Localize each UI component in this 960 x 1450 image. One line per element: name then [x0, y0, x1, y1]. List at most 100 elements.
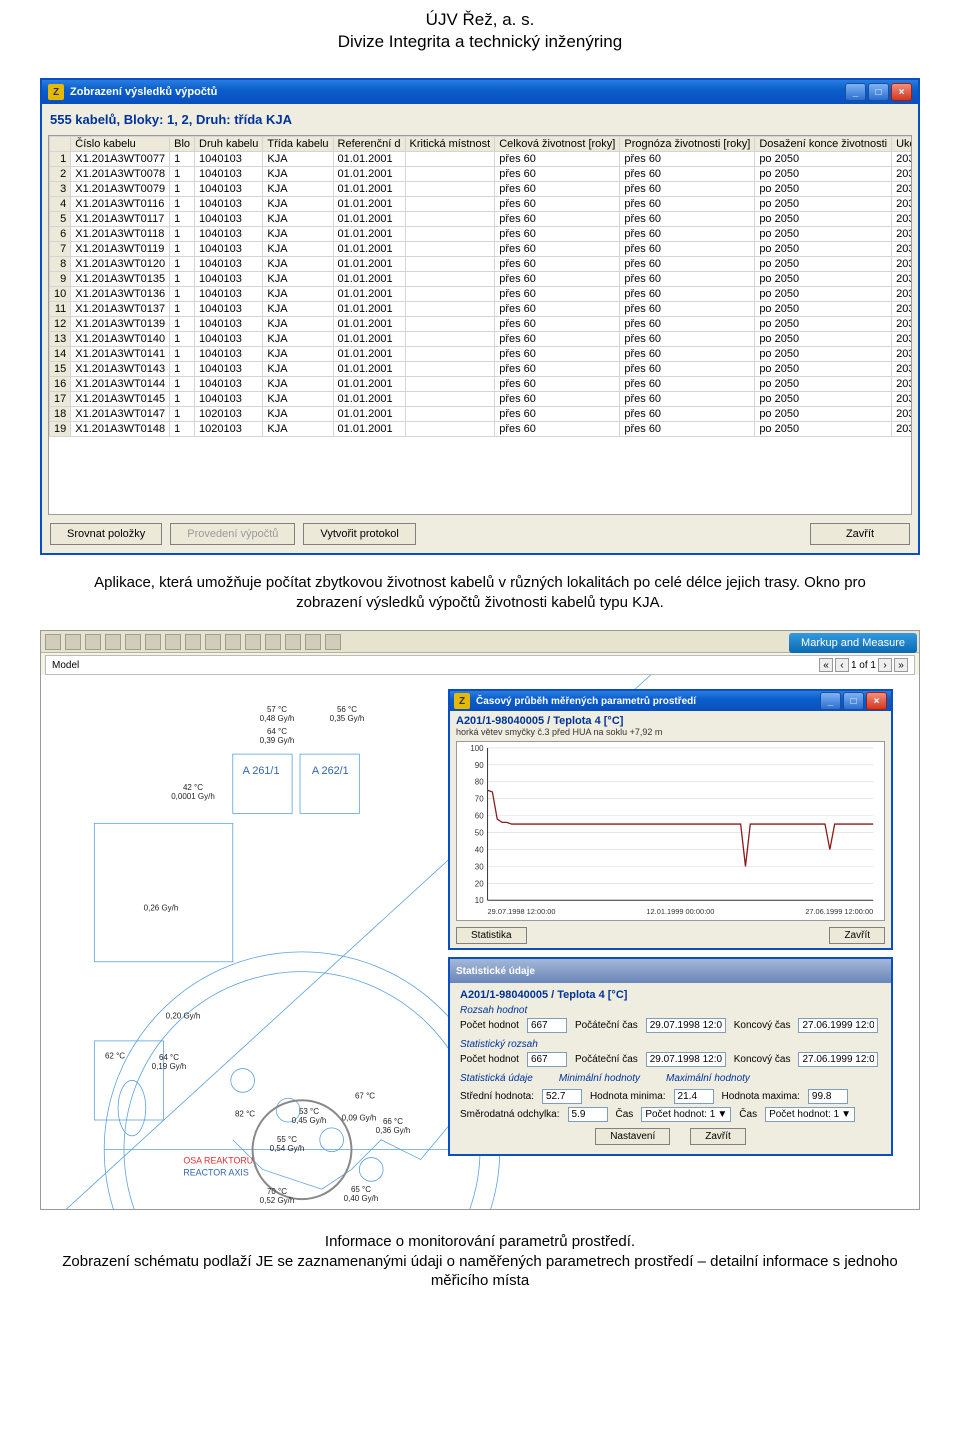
column-header[interactable]	[50, 137, 71, 152]
input-end[interactable]	[798, 1018, 878, 1033]
pager-last-icon[interactable]: »	[894, 658, 908, 672]
table-row[interactable]: 8X1.201A3WT012011040103KJA01.01.2001přes…	[50, 257, 913, 272]
results-table-scroll[interactable]: Číslo kabeluBloDruh kabeluTřída kabeluRe…	[48, 135, 912, 515]
stats-close-button[interactable]: Zavřít	[690, 1128, 746, 1145]
toolbar-icon[interactable]	[325, 634, 341, 650]
toolbar-icon[interactable]	[285, 634, 301, 650]
caption-1: Aplikace, která umožňuje počítat zbytkov…	[0, 571, 960, 630]
table-cell: 7	[50, 242, 71, 257]
pager-prev-icon[interactable]: ‹	[835, 658, 849, 672]
viewer-toolbar	[41, 631, 919, 653]
compare-button[interactable]: Srovnat položky	[50, 523, 162, 545]
pager-next-icon[interactable]: ›	[878, 658, 892, 672]
table-row[interactable]: 9X1.201A3WT013511040103KJA01.01.2001přes…	[50, 272, 913, 287]
toolbar-icon[interactable]	[65, 634, 81, 650]
table-row[interactable]: 12X1.201A3WT013911040103KJA01.01.2001pře…	[50, 317, 913, 332]
minimize-button[interactable]: _	[845, 83, 866, 101]
table-cell: X1.201A3WT0116	[71, 197, 170, 212]
toolbar-icon[interactable]	[225, 634, 241, 650]
close-button[interactable]: ×	[891, 83, 912, 101]
input-max[interactable]	[808, 1089, 848, 1104]
input-pocet2[interactable]	[527, 1052, 567, 1067]
toolbar-icon[interactable]	[305, 634, 321, 650]
markup-tab[interactable]: Markup and Measure	[789, 633, 917, 653]
table-row[interactable]: 4X1.201A3WT011611040103KJA01.01.2001přes…	[50, 197, 913, 212]
chart-stats-button[interactable]: Statistika	[456, 927, 527, 944]
input-mean[interactable]	[542, 1089, 582, 1104]
maximize-button[interactable]: □	[868, 83, 889, 101]
table-row[interactable]: 18X1.201A3WT014711020103KJA01.01.2001pře…	[50, 407, 913, 422]
column-header[interactable]: Třída kabelu	[263, 137, 333, 152]
table-cell: 1	[170, 182, 195, 197]
input-std[interactable]	[568, 1107, 608, 1122]
toolbar-icon[interactable]	[185, 634, 201, 650]
toolbar-icon[interactable]	[265, 634, 281, 650]
chart-min-button[interactable]: _	[820, 692, 841, 710]
chart-close2-button[interactable]: Zavřít	[829, 927, 885, 944]
window-title: Zobrazení výsledků výpočtů	[70, 86, 845, 98]
table-row[interactable]: 14X1.201A3WT014111040103KJA01.01.2001pře…	[50, 347, 913, 362]
input-start2[interactable]	[646, 1052, 726, 1067]
input-min[interactable]	[674, 1089, 714, 1104]
toolbar-icon[interactable]	[85, 634, 101, 650]
toolbar-icon[interactable]	[145, 634, 161, 650]
select-min-time[interactable]: Počet hodnot: 1▼	[641, 1107, 731, 1122]
table-cell: 1	[170, 242, 195, 257]
input-start[interactable]	[646, 1018, 726, 1033]
column-header[interactable]: Číslo kabelu	[71, 137, 170, 152]
chart-max-button[interactable]: □	[843, 692, 864, 710]
select-max-time[interactable]: Počet hodnot: 1▼	[765, 1107, 855, 1122]
input-pocet[interactable]	[527, 1018, 567, 1033]
column-header[interactable]: Celková životnost [roky]	[495, 137, 620, 152]
table-row[interactable]: 15X1.201A3WT014311040103KJA01.01.2001pře…	[50, 362, 913, 377]
table-cell: 01.01.2001	[333, 212, 405, 227]
table-row[interactable]: 19X1.201A3WT014811020103KJA01.01.2001pře…	[50, 422, 913, 437]
protocol-button[interactable]: Vytvořit protokol	[303, 523, 415, 545]
table-cell: 1	[170, 302, 195, 317]
column-header[interactable]: Ukončs	[892, 137, 912, 152]
table-cell: přes 60	[495, 317, 620, 332]
table-cell: přes 60	[495, 332, 620, 347]
toolbar-icon[interactable]	[45, 634, 61, 650]
table-row[interactable]: 1X1.201A3WT007711040103KJA01.01.2001přes…	[50, 152, 913, 167]
results-titlebar[interactable]: Z Zobrazení výsledků výpočtů _ □ ×	[42, 80, 918, 104]
table-row[interactable]: 2X1.201A3WT007811040103KJA01.01.2001přes…	[50, 167, 913, 182]
table-row[interactable]: 10X1.201A3WT013611040103KJA01.01.2001pře…	[50, 287, 913, 302]
table-row[interactable]: 16X1.201A3WT014411040103KJA01.01.2001pře…	[50, 377, 913, 392]
column-header[interactable]: Referenční d	[333, 137, 405, 152]
chart-titlebar[interactable]: Z Časový průběh měřených parametrů prost…	[450, 691, 891, 711]
label-mean: Střední hodnota:	[460, 1091, 534, 1102]
column-header[interactable]: Blo	[170, 137, 195, 152]
table-cell: 1040103	[195, 167, 263, 182]
table-cell: 15	[50, 362, 71, 377]
input-end2[interactable]	[798, 1052, 878, 1067]
table-cell: 11	[50, 302, 71, 317]
table-row[interactable]: 6X1.201A3WT011811040103KJA01.01.2001přes…	[50, 227, 913, 242]
table-cell: 2031	[892, 182, 912, 197]
toolbar-icon[interactable]	[125, 634, 141, 650]
toolbar-icon[interactable]	[245, 634, 261, 650]
table-row[interactable]: 7X1.201A3WT011911040103KJA01.01.2001přes…	[50, 242, 913, 257]
column-header[interactable]: Druh kabelu	[195, 137, 263, 152]
table-row[interactable]: 3X1.201A3WT007911040103KJA01.01.2001přes…	[50, 182, 913, 197]
column-header[interactable]: Dosažení konce životnosti	[755, 137, 892, 152]
column-header[interactable]: Kritická místnost	[405, 137, 495, 152]
table-row[interactable]: 11X1.201A3WT013711040103KJA01.01.2001pře…	[50, 302, 913, 317]
table-row[interactable]: 5X1.201A3WT011711040103KJA01.01.2001přes…	[50, 212, 913, 227]
stats-settings-button[interactable]: Nastavení	[595, 1128, 670, 1145]
table-cell	[405, 302, 495, 317]
table-cell	[405, 317, 495, 332]
close-results-button[interactable]: Zavřít	[810, 523, 910, 545]
toolbar-icon[interactable]	[165, 634, 181, 650]
table-cell: po 2050	[755, 152, 892, 167]
column-header[interactable]: Prognóza životnosti [roky]	[620, 137, 755, 152]
table-row[interactable]: 17X1.201A3WT014511040103KJA01.01.2001pře…	[50, 392, 913, 407]
table-cell: 2031	[892, 197, 912, 212]
chart-close-button[interactable]: ×	[866, 692, 887, 710]
toolbar-icon[interactable]	[105, 634, 121, 650]
toolbar-icon[interactable]	[205, 634, 221, 650]
stats-titlebar[interactable]: Statistické údaje	[450, 959, 891, 983]
table-row[interactable]: 13X1.201A3WT014011040103KJA01.01.2001pře…	[50, 332, 913, 347]
pager-first-icon[interactable]: «	[819, 658, 833, 672]
table-cell: přes 60	[620, 302, 755, 317]
